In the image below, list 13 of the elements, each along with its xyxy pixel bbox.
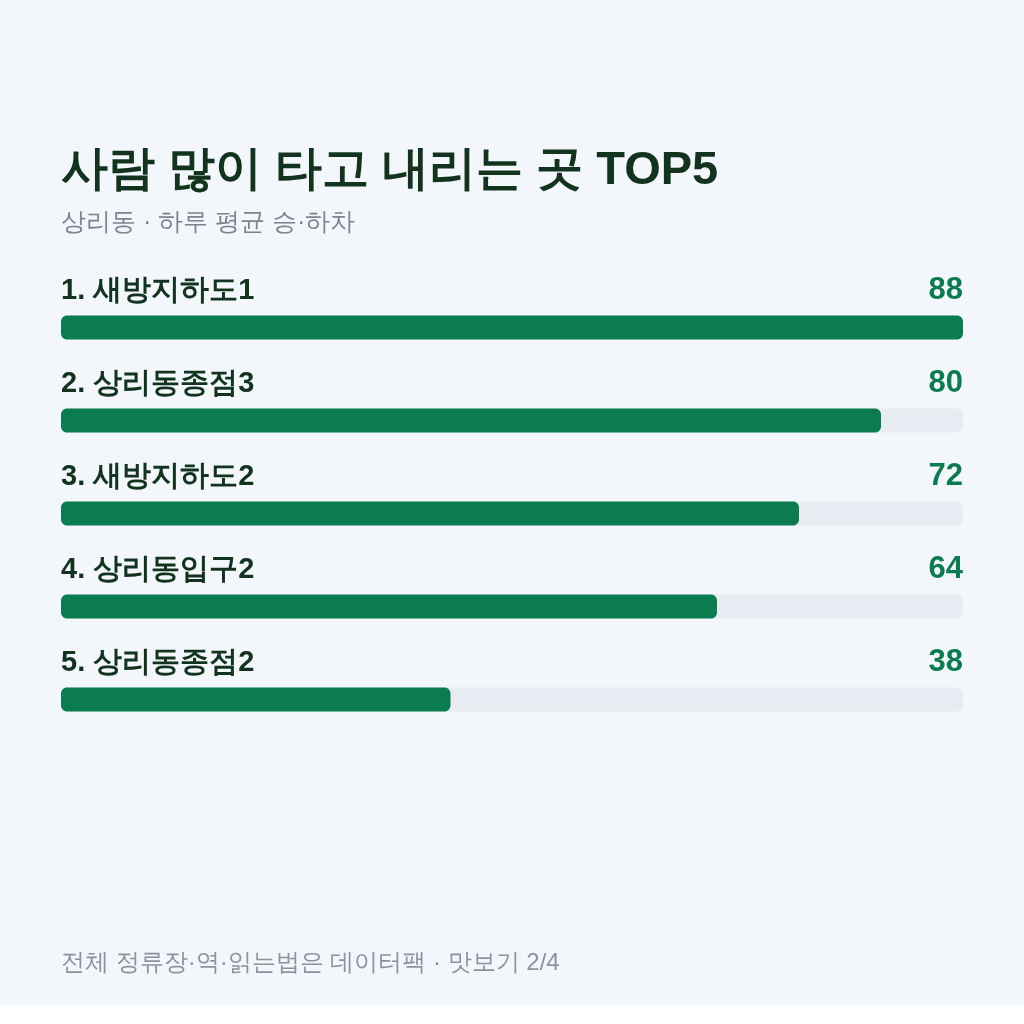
- y-tick-label: 2. 상리동종점3: [61, 365, 255, 398]
- data-label: 88: [928, 270, 963, 306]
- y-tick-label: 5. 상리동종점2: [61, 644, 255, 677]
- data-label: 72: [928, 456, 963, 492]
- data-label: 38: [928, 642, 963, 678]
- y-tick-label: 4. 상리동입구2: [61, 551, 255, 584]
- y-tick-label: 3. 새방지하도2: [61, 458, 255, 491]
- data-label: 80: [928, 363, 963, 399]
- chart-title: 사람 많이 타고 내리는 곳 TOP5: [61, 141, 719, 194]
- data-label: 64: [928, 549, 964, 585]
- text: 전체 정류장·역·읽는법은 데이터팩 · 맛보기 2/4: [61, 948, 560, 975]
- y-tick-label: 1. 새방지하도1: [61, 272, 255, 305]
- chart-subtitle: 상리동 · 하루 평균 승·하차: [61, 207, 356, 235]
